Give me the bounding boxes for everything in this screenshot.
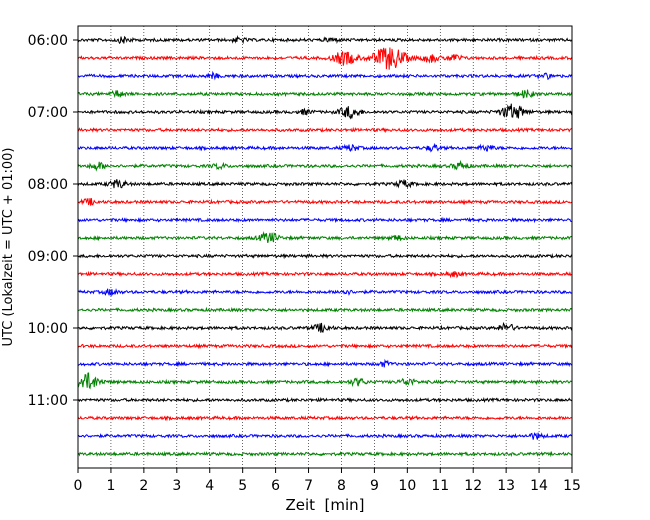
trace-0815	[77, 198, 573, 206]
x-tick-label-4: 4	[205, 478, 214, 494]
plot-frame	[77, 25, 573, 469]
trace-0930	[77, 288, 573, 297]
x-tick-label-3: 3	[172, 478, 181, 494]
x-axis-label: Zeit [min]	[285, 496, 364, 514]
x-tick-label-11: 11	[431, 478, 449, 494]
trace-1115	[77, 415, 573, 422]
trace-0800	[77, 179, 573, 189]
y-tick-label-0900: 09:00	[28, 249, 68, 265]
y-tick-label-0700: 07:00	[28, 105, 68, 121]
y-tick-label-1100: 11:00	[28, 393, 68, 409]
x-tick-label-10: 10	[398, 478, 416, 494]
trace-1130	[77, 432, 573, 440]
x-tick-label-5: 5	[238, 478, 247, 494]
x-tick-label-14: 14	[530, 478, 548, 494]
trace-1045	[77, 372, 573, 390]
x-tick-label-1: 1	[106, 478, 115, 494]
x-tick-label-15: 15	[563, 478, 581, 494]
trace-1015	[77, 342, 573, 350]
trace-0745	[77, 159, 573, 172]
trace-0630	[77, 70, 573, 81]
trace-0615	[77, 47, 573, 70]
trace-0830	[77, 216, 573, 224]
trace-1100	[77, 396, 573, 404]
y-tick-label-0600: 06:00	[28, 33, 68, 49]
trace-0715	[77, 126, 573, 134]
x-tick-label-13: 13	[497, 478, 515, 494]
trace-1145	[77, 450, 573, 458]
x-axis-ticks: 0 1 2 3 4 5 6 7 8 9 10 11 12 13 14 15	[74, 468, 581, 494]
trace-0845	[77, 231, 573, 243]
x-tick-label-6: 6	[271, 478, 280, 494]
trace-1030	[77, 358, 573, 368]
trace-0945	[77, 306, 573, 313]
trace-1000	[77, 321, 573, 334]
x-tick-label-12: 12	[464, 478, 482, 494]
x-tick-label-0: 0	[74, 478, 83, 494]
trace-0600	[77, 34, 573, 45]
trace-0645	[77, 89, 573, 99]
x-tick-label-7: 7	[304, 478, 313, 494]
seismic-traces	[77, 34, 573, 458]
x-tick-label-2: 2	[139, 478, 148, 494]
y-axis-label: UTC (Lokalzeit = UTC + 01:00)	[1, 148, 16, 347]
y-axis-ticks: 06:00 07:00 08:00 09:00 10:00 11:00	[28, 33, 78, 409]
y-tick-label-1000: 10:00	[28, 321, 68, 337]
x-tick-label-9: 9	[370, 478, 379, 494]
x-tick-label-8: 8	[337, 478, 346, 494]
trace-0730	[77, 142, 573, 153]
trace-0915	[77, 270, 573, 279]
trace-0700	[77, 103, 573, 120]
y-tick-label-0800: 08:00	[28, 177, 68, 193]
trace-0900	[77, 252, 573, 260]
